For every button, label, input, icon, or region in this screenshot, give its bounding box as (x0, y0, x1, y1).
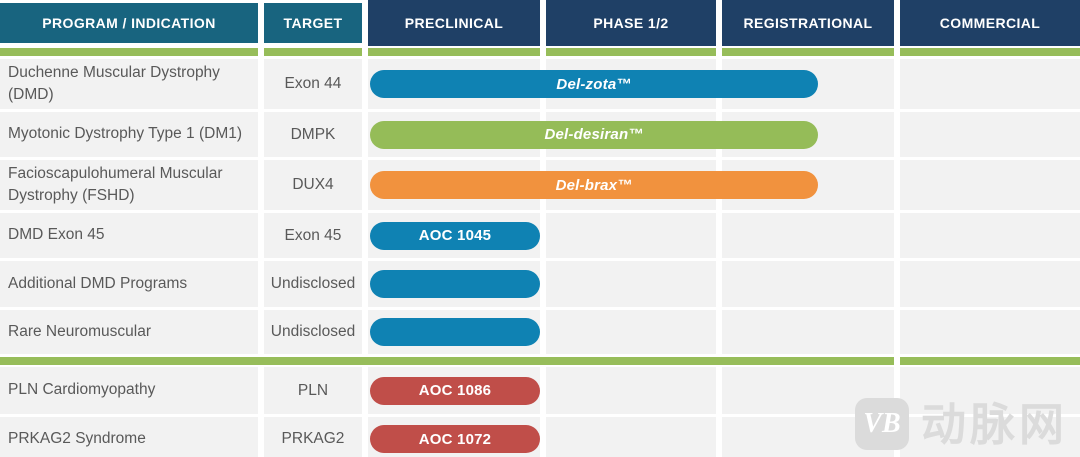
program-name: DMD Exon 45 (0, 213, 258, 258)
pipeline-bar: AOC 1045 (370, 221, 540, 250)
bar-label: Del-zota™ (556, 75, 632, 93)
target-name: DMPK (264, 112, 362, 157)
bar-label: AOC 1072 (418, 430, 492, 448)
table-row: DMD Exon 45 Exon 45 AOC 1045 (0, 213, 1080, 258)
program-name: Myotonic Dystrophy Type 1 (DM1) (0, 112, 258, 157)
table-row: Duchenne Muscular Dystrophy (DMD) Exon 4… (0, 59, 1080, 109)
table-row: Myotonic Dystrophy Type 1 (DM1) DMPK Del… (0, 112, 1080, 157)
pipeline-bar: Del-zota™ (370, 70, 818, 98)
section-divider (0, 357, 1080, 365)
bar-label: Del-desiran™ (544, 126, 644, 143)
header-cell-phase12: PHASE 1/2 (546, 0, 716, 46)
table-row: Rare Neuromuscular Undisclosed (0, 310, 1080, 354)
bar-label: Del-brax™ (555, 176, 633, 194)
program-name: Duchenne Muscular Dystrophy (DMD) (0, 59, 258, 109)
program-name: PRKAG2 Syndrome (0, 417, 258, 457)
pipeline-bar: Del-desiran™ (370, 120, 818, 149)
target-name: Undisclosed (264, 261, 362, 307)
pipeline-bar (370, 318, 540, 346)
pipeline-bar: AOC 1072 (370, 425, 540, 453)
pipeline-bar (370, 270, 540, 298)
target-name: PRKAG2 (264, 417, 362, 457)
table-row: Facioscapulohumeral Muscular Dystrophy (… (0, 160, 1080, 210)
program-name: PLN Cardiomyopathy (0, 367, 258, 414)
pipeline-bar: Del-brax™ (370, 171, 818, 199)
target-name: Undisclosed (264, 310, 362, 354)
pipeline-bar: AOC 1086 (370, 376, 540, 405)
header-cell-commercial: COMMERCIAL (900, 0, 1080, 46)
header-cell-preclinical: PRECLINICAL (368, 0, 540, 46)
program-name: Additional DMD Programs (0, 261, 258, 307)
header-green-underline (0, 48, 1080, 56)
target-name: Exon 44 (264, 59, 362, 109)
program-name: Facioscapulohumeral Muscular Dystrophy (… (0, 160, 258, 210)
pipeline-rows: Duchenne Muscular Dystrophy (DMD) Exon 4… (0, 59, 1080, 457)
table-row: Additional DMD Programs Undisclosed (0, 261, 1080, 307)
target-name: DUX4 (264, 160, 362, 210)
pipeline-header: PROGRAM / INDICATION TARGET PRECLINICAL … (0, 0, 1080, 46)
bar-label: AOC 1045 (418, 227, 492, 244)
header-cell-target: TARGET (264, 3, 362, 43)
bar-label: AOC 1086 (418, 382, 492, 399)
target-name: Exon 45 (264, 213, 362, 258)
table-row: PRKAG2 Syndrome PRKAG2 AOC 1072 (0, 417, 1080, 457)
header-cell-registrational: REGISTRATIONAL (722, 0, 894, 46)
target-name: PLN (264, 367, 362, 414)
program-name: Rare Neuromuscular (0, 310, 258, 354)
table-row: PLN Cardiomyopathy PLN AOC 1086 (0, 367, 1080, 414)
header-cell-program: PROGRAM / INDICATION (0, 3, 258, 43)
